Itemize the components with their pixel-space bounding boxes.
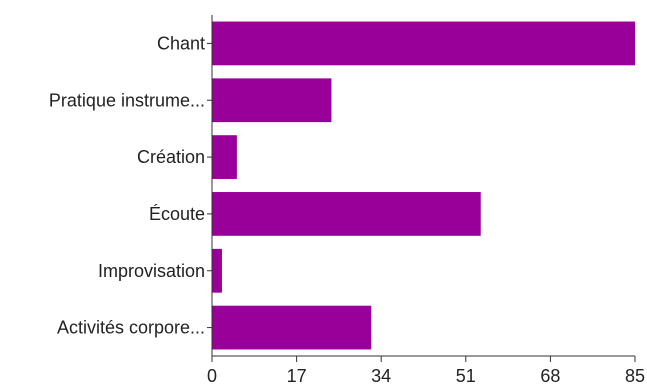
category-label: Écoute (149, 204, 205, 224)
x-tick-label: 51 (456, 366, 476, 386)
category-label: Activités corpore... (57, 318, 205, 338)
bars-group (212, 21, 635, 350)
category-label: Improvisation (98, 261, 205, 281)
bar (212, 305, 372, 350)
x-tick-label: 68 (540, 366, 560, 386)
bar (212, 78, 332, 123)
x-tick-label: 85 (625, 366, 645, 386)
category-labels: Chant Pratique instrume... Création Écoute I… (49, 33, 212, 338)
category-label: Chant (157, 33, 205, 53)
bar (212, 192, 481, 236)
bar (212, 135, 237, 179)
bar (212, 21, 635, 66)
category-label: Création (137, 147, 205, 167)
bar (212, 248, 222, 293)
x-tick-label: 17 (287, 366, 307, 386)
x-axis-ticks: 0 17 34 51 68 85 (207, 356, 645, 386)
x-tick-label: 34 (371, 366, 391, 386)
x-tick-label: 0 (207, 366, 217, 386)
category-label: Pratique instrume... (49, 90, 205, 110)
